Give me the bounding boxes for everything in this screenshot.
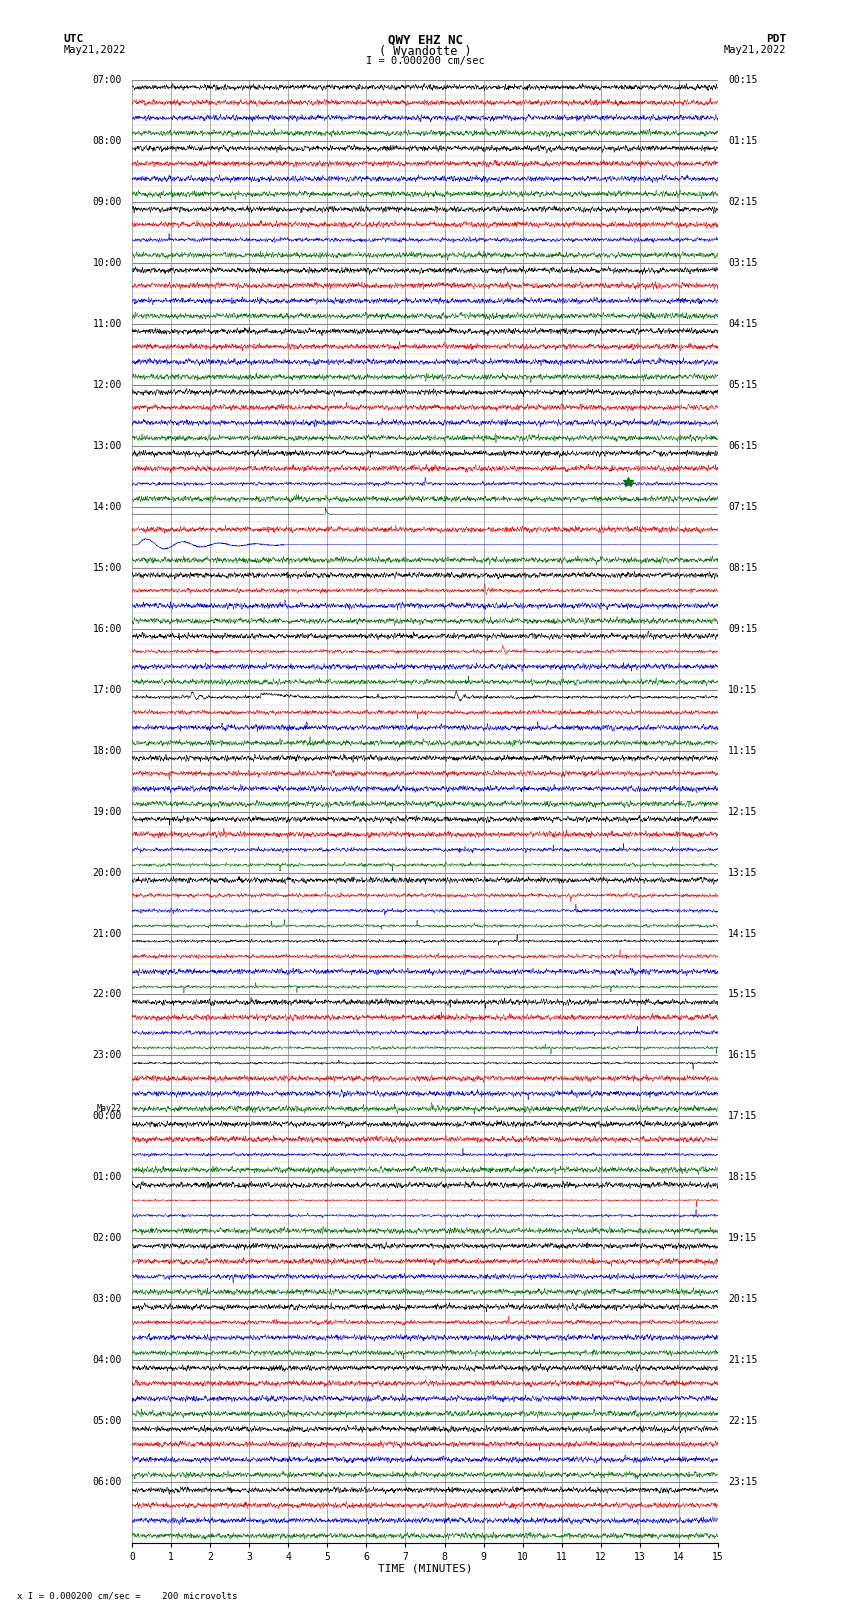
Text: 13:00: 13:00 — [93, 440, 122, 450]
Text: 23:00: 23:00 — [93, 1050, 122, 1060]
Text: 17:15: 17:15 — [728, 1111, 757, 1121]
Text: 12:15: 12:15 — [728, 806, 757, 816]
Text: 09:15: 09:15 — [728, 624, 757, 634]
Text: 01:00: 01:00 — [93, 1173, 122, 1182]
Text: 18:00: 18:00 — [93, 745, 122, 755]
Text: PDT: PDT — [766, 34, 786, 44]
Text: 23:15: 23:15 — [728, 1478, 757, 1487]
Text: 10:00: 10:00 — [93, 258, 122, 268]
Text: UTC: UTC — [64, 34, 84, 44]
Text: 10:15: 10:15 — [728, 684, 757, 695]
Text: May21,2022: May21,2022 — [64, 45, 127, 55]
Text: 19:00: 19:00 — [93, 806, 122, 816]
Text: 19:15: 19:15 — [728, 1234, 757, 1244]
X-axis label: TIME (MINUTES): TIME (MINUTES) — [377, 1565, 473, 1574]
Text: 08:00: 08:00 — [93, 135, 122, 145]
Text: 11:15: 11:15 — [728, 745, 757, 755]
Text: QWY EHZ NC: QWY EHZ NC — [388, 34, 462, 47]
Text: 21:00: 21:00 — [93, 929, 122, 939]
Text: 21:15: 21:15 — [728, 1355, 757, 1366]
Text: 00:00: 00:00 — [93, 1111, 122, 1121]
Text: 20:15: 20:15 — [728, 1295, 757, 1305]
Text: 17:00: 17:00 — [93, 684, 122, 695]
Text: 07:00: 07:00 — [93, 74, 122, 84]
Text: 20:00: 20:00 — [93, 868, 122, 877]
Text: 14:00: 14:00 — [93, 502, 122, 511]
Text: ( Wyandotte ): ( Wyandotte ) — [379, 45, 471, 58]
Text: 22:00: 22:00 — [93, 989, 122, 1000]
Text: 08:15: 08:15 — [728, 563, 757, 573]
Text: I = 0.000200 cm/sec: I = 0.000200 cm/sec — [366, 56, 484, 66]
Text: 05:00: 05:00 — [93, 1416, 122, 1426]
Text: 07:15: 07:15 — [728, 502, 757, 511]
Text: 13:15: 13:15 — [728, 868, 757, 877]
Text: 06:15: 06:15 — [728, 440, 757, 450]
Text: 12:00: 12:00 — [93, 379, 122, 390]
Text: 00:15: 00:15 — [728, 74, 757, 84]
Text: 22:15: 22:15 — [728, 1416, 757, 1426]
Text: 15:00: 15:00 — [93, 563, 122, 573]
Text: May22: May22 — [97, 1105, 122, 1113]
Text: 09:00: 09:00 — [93, 197, 122, 206]
Text: x I = 0.000200 cm/sec =    200 microvolts: x I = 0.000200 cm/sec = 200 microvolts — [17, 1590, 237, 1600]
Text: 03:15: 03:15 — [728, 258, 757, 268]
Text: 14:15: 14:15 — [728, 929, 757, 939]
Text: 05:15: 05:15 — [728, 379, 757, 390]
Text: 04:00: 04:00 — [93, 1355, 122, 1366]
Text: 16:00: 16:00 — [93, 624, 122, 634]
Text: 15:15: 15:15 — [728, 989, 757, 1000]
Text: 16:15: 16:15 — [728, 1050, 757, 1060]
Text: 04:15: 04:15 — [728, 319, 757, 329]
Text: 02:15: 02:15 — [728, 197, 757, 206]
Text: May21,2022: May21,2022 — [723, 45, 786, 55]
Text: 03:00: 03:00 — [93, 1295, 122, 1305]
Text: 02:00: 02:00 — [93, 1234, 122, 1244]
Text: 11:00: 11:00 — [93, 319, 122, 329]
Text: 06:00: 06:00 — [93, 1478, 122, 1487]
Text: 01:15: 01:15 — [728, 135, 757, 145]
Text: 18:15: 18:15 — [728, 1173, 757, 1182]
